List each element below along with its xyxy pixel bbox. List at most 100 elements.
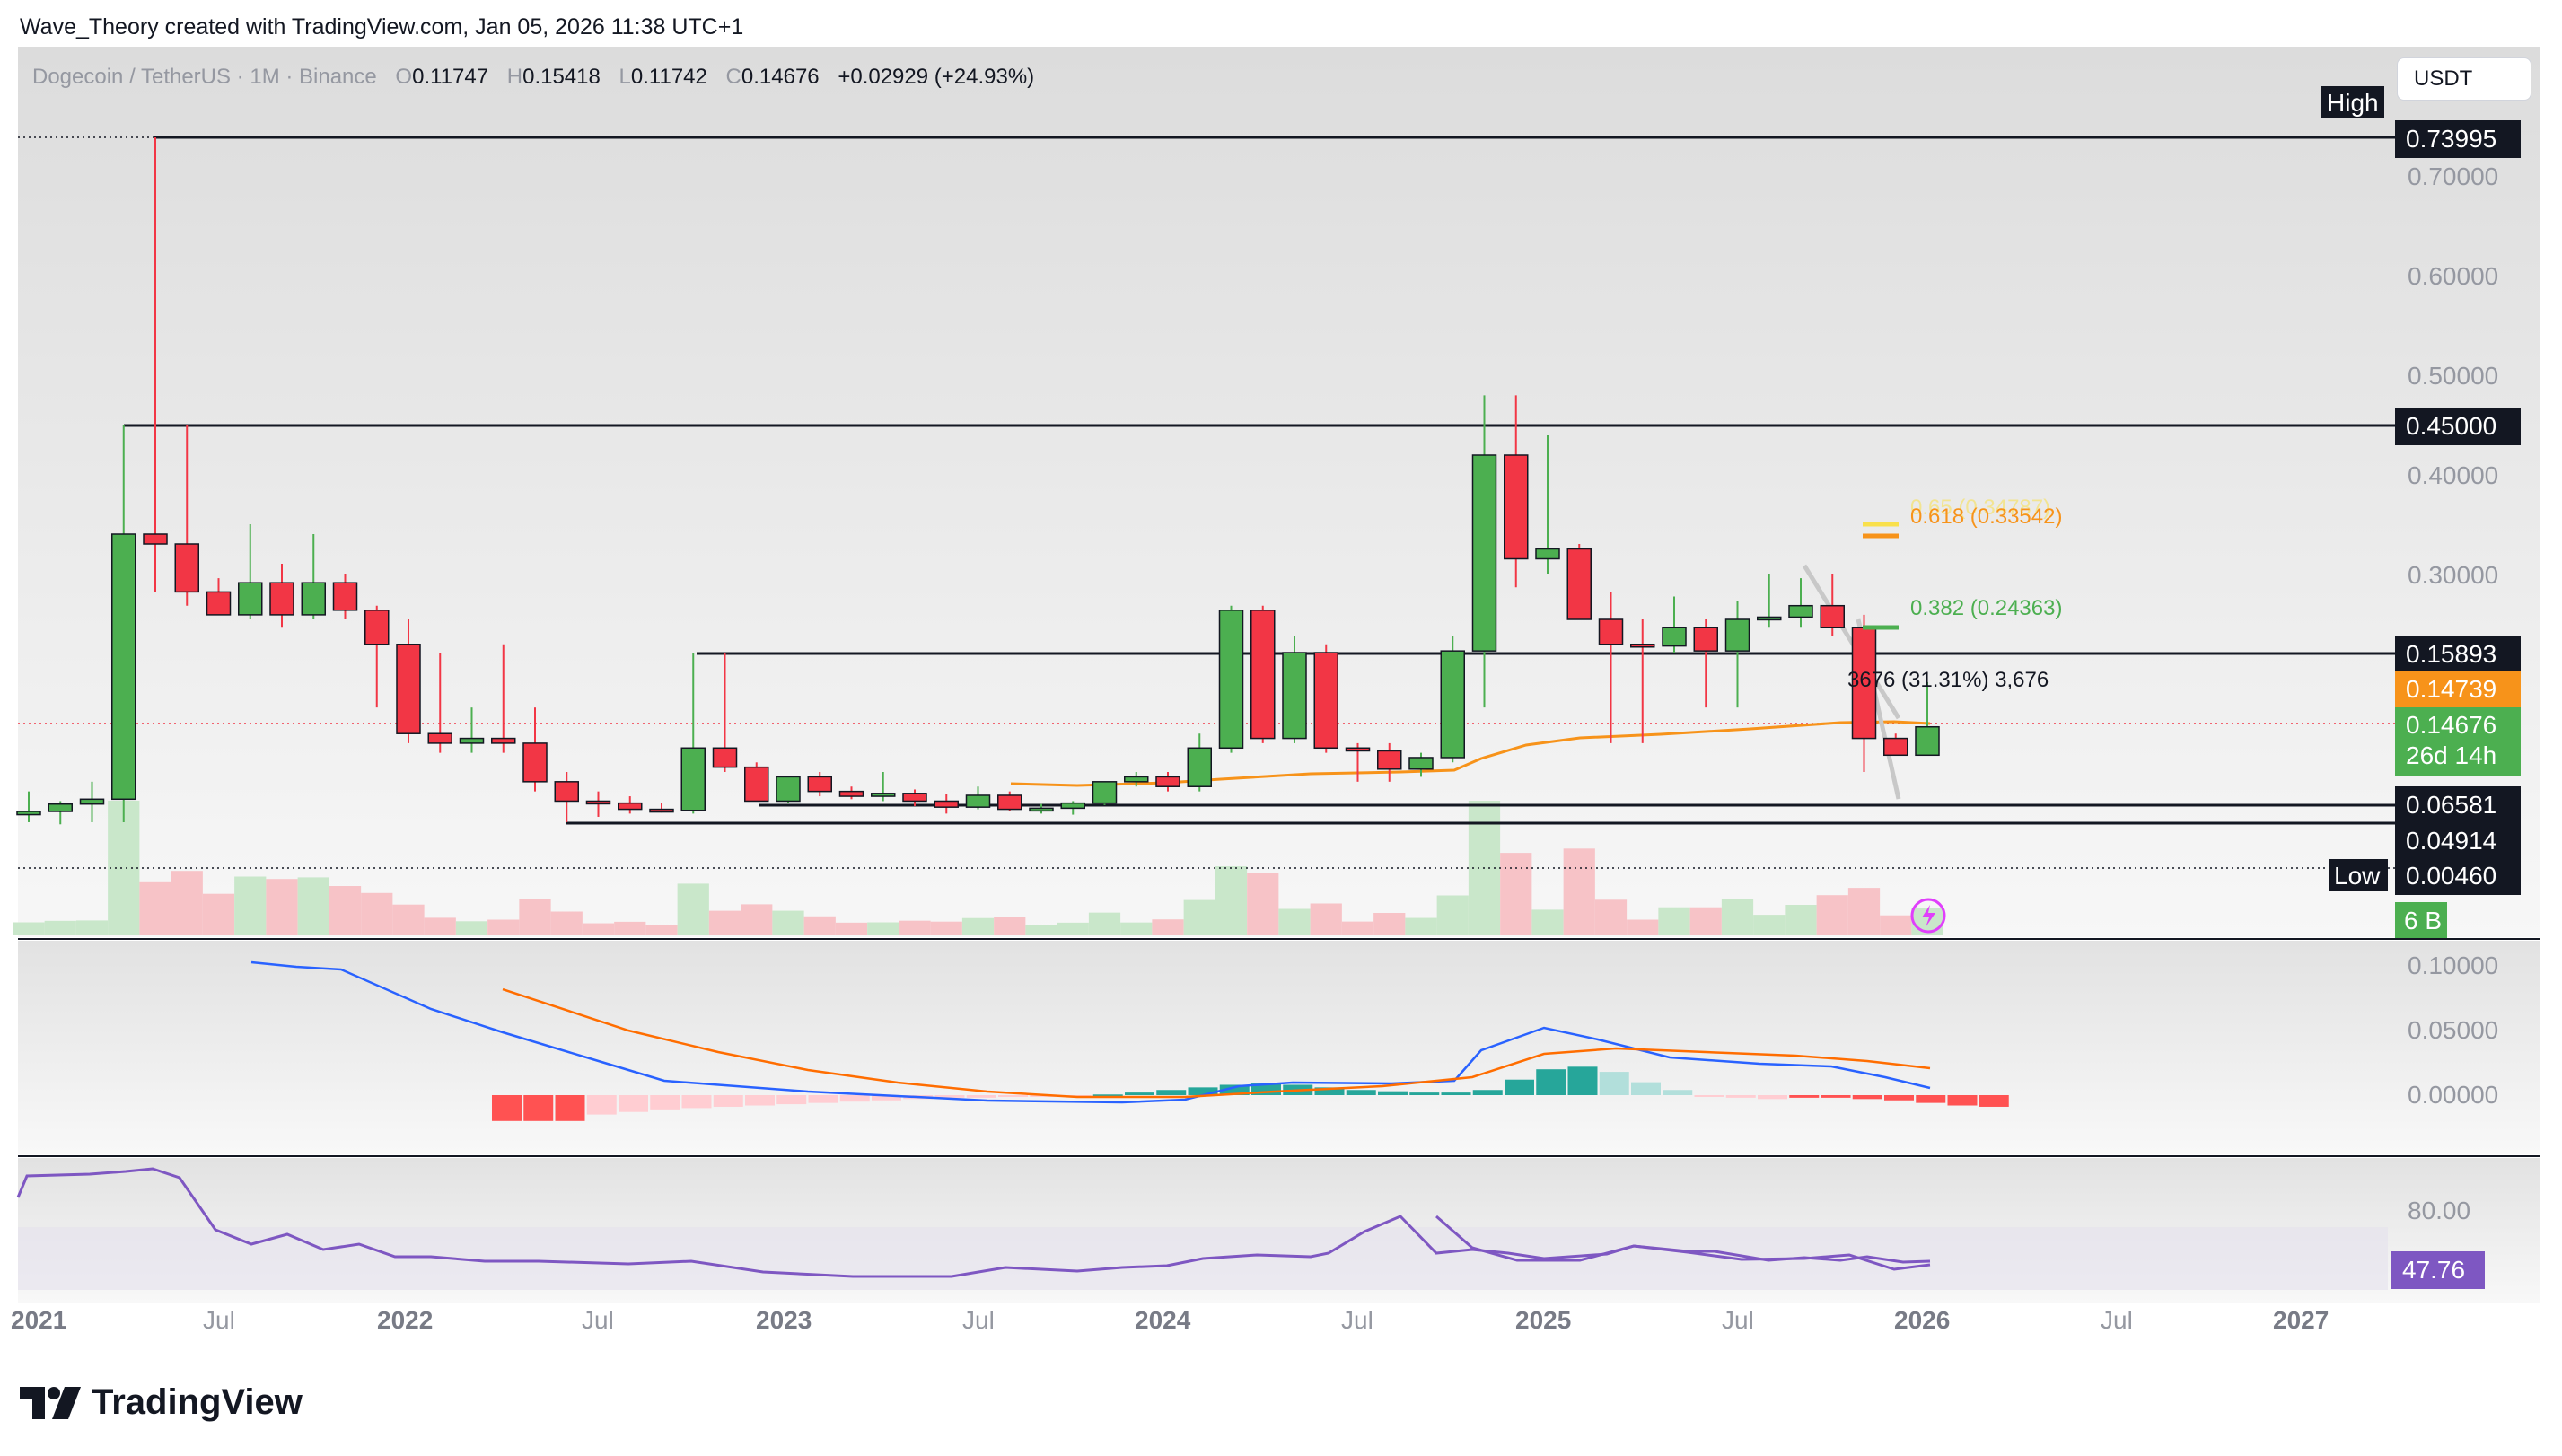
time-tick: 2023 [756,1306,812,1334]
macd-histogram-bar [1599,1072,1629,1095]
volume-bar [234,876,267,935]
candle-body [1377,750,1402,770]
volume-bar [1753,915,1786,935]
volume-bar [1247,873,1279,935]
volume-bar [329,886,362,935]
volume-bar [994,917,1026,935]
macd-histogram-bar [1188,1087,1218,1095]
candle-body [427,732,452,744]
time-tick: Jul [2101,1306,2133,1334]
candle-body [1282,652,1307,740]
macd-histogram-bar [1567,1066,1598,1095]
time-tick: 2022 [377,1306,433,1334]
macd-histogram-bar [1663,1090,1693,1095]
candle-body [1124,776,1149,783]
candle-body [1408,757,1434,770]
candle-body [522,742,548,783]
volume-bar [13,922,45,935]
macd-histogram-bar [1536,1069,1566,1095]
volume-bar [1088,912,1121,935]
price-tick: 0.60000 [2408,262,2498,290]
volume-bar [297,877,329,935]
candle-body [206,591,232,616]
price-tick: 0.70000 [2408,162,2498,190]
volume-bar [1436,895,1469,935]
candle-body [838,790,864,797]
candle-body [712,747,738,768]
candle-body [1187,747,1212,787]
macd-histogram-bar [1409,1092,1440,1095]
macd-histogram-bar [1314,1087,1345,1095]
volume-bar [1563,848,1595,935]
lightning-icon[interactable] [1910,898,1946,934]
volume-bar [899,920,931,935]
tradingview-logo[interactable]: TradingView [20,1382,303,1423]
macd-histogram-bar [745,1095,775,1106]
candle-body [871,793,896,797]
volume-bar [1120,922,1153,935]
main-pane[interactable] [18,47,2540,937]
macd-histogram-bar [1694,1095,1724,1097]
volume-bar [1341,921,1374,935]
candle-body [48,803,73,812]
countdown-label: 26d 14h [2406,741,2496,769]
volume-bar [1278,908,1311,935]
candle-body [1566,548,1592,620]
macd-histogram-bar [681,1095,712,1109]
macd-histogram-bar [492,1095,522,1121]
time-tick: 2021 [11,1306,66,1334]
volume-bar [961,917,995,935]
macd-histogram-bar [523,1095,554,1121]
macd-histogram-bar [1979,1095,2009,1107]
volume-bar [1531,909,1564,935]
macd-signal-line [502,987,1931,1099]
chart-header: Wave_Theory created with TradingView.com… [20,14,744,39]
volume-bar [455,921,488,935]
volume-bar [139,881,171,935]
low-price-label: 0.00460 [2406,862,2496,890]
volume-bar [1847,888,1881,935]
candle-body [1598,618,1624,645]
macd-pane[interactable] [18,941,2540,1154]
candle-body [1060,802,1085,810]
macd-histogram-bar [1472,1090,1503,1095]
volume-bar [1373,913,1406,935]
volume-bar [519,899,551,935]
candle-body [269,582,294,616]
candle-body [1313,652,1338,750]
volume-bar [487,919,520,935]
volume-bar [550,911,583,935]
currency-select[interactable]: USDT [2397,57,2531,101]
macd-tick: 0.10000 [2408,952,2498,979]
candle-body [807,776,832,793]
candle-body [1724,618,1750,652]
fib-0382-label: 0.382 (0.24363) [1910,596,2062,620]
macd-histogram-bar [1884,1095,1914,1101]
candle-body [776,776,801,803]
open-value: 0.11747 [412,65,488,89]
candle-body [585,800,611,805]
candle-body [1155,776,1180,787]
volume-bar [741,904,773,935]
candle-body [301,582,326,616]
volume-bar [392,904,425,935]
volume-bar [1057,922,1089,935]
macd-histogram-bar [619,1095,648,1112]
candle-body [1915,725,1940,757]
volume-bar [677,883,709,935]
level-045-label: 0.45000 [2406,412,2496,440]
volume-bar [1880,915,1912,935]
macd-histogram-bar [1346,1090,1376,1095]
candle-body [1092,781,1118,804]
macd-histogram-bar [713,1095,743,1107]
macd-histogram-bar [1441,1092,1471,1095]
price-tick: 0.30000 [2408,561,2498,589]
volume-bar [1721,899,1754,935]
time-tick: 2026 [1894,1306,1950,1334]
macd-histogram-bar [934,1095,965,1098]
candle-body [16,811,41,816]
candle-body [364,610,390,645]
brand-text: TradingView [92,1382,303,1422]
volume-label: 6 B [2404,907,2442,934]
